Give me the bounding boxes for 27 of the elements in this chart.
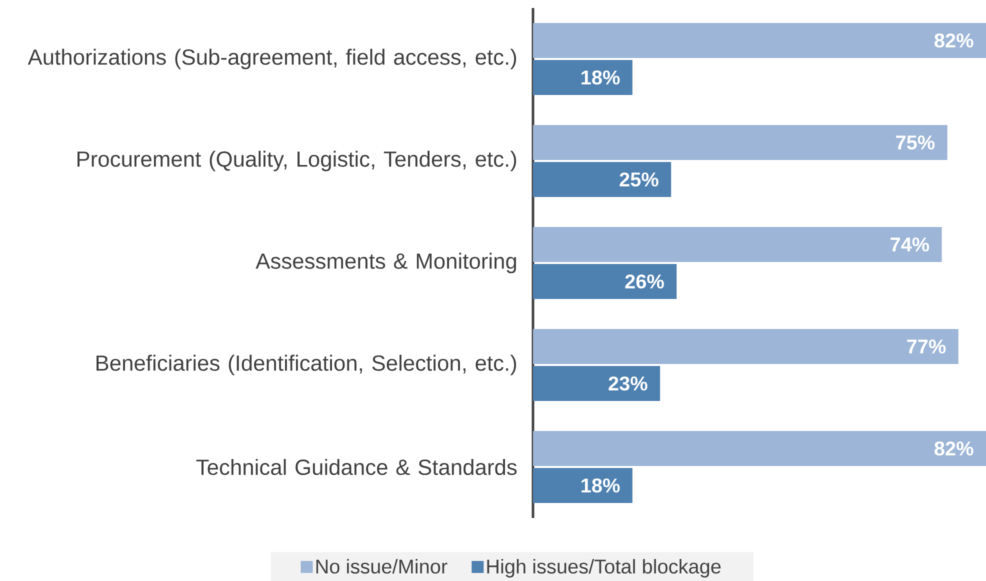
legend-label: No issue/Minor <box>316 558 448 574</box>
data-label: 18% <box>582 478 620 493</box>
bar <box>533 366 660 401</box>
legend-label: High issues/Total blockage <box>487 558 721 578</box>
bar <box>533 226 942 262</box>
data-label: 77% <box>907 339 946 354</box>
data-label: 18% <box>582 70 620 85</box>
y-tick-label: Beneficiaries (Identification, Selection, etc.) <box>96 354 516 376</box>
y-tick-label: Procurement (Quality, Logistic, Tenders, etc.) <box>78 150 516 172</box>
bar <box>533 22 986 58</box>
y-tick-label: Technical Guidance & Standards <box>196 458 517 476</box>
data-label: 82% <box>934 33 974 48</box>
data-label: 23% <box>608 376 648 391</box>
bar <box>533 431 986 466</box>
data-label: 25% <box>620 172 658 187</box>
data-label: 74% <box>890 237 930 252</box>
data-label: 75% <box>896 135 935 150</box>
bar <box>533 162 672 197</box>
bar <box>533 264 677 299</box>
bar <box>533 468 632 503</box>
y-tick-label: Assessments & Monitoring <box>256 252 516 274</box>
bar <box>533 329 958 364</box>
y-tick-label: Authorizations (Sub-agreement, field access, etc.) <box>28 48 516 70</box>
bar <box>533 124 948 160</box>
data-label: 26% <box>625 274 664 289</box>
bar <box>533 60 632 95</box>
data-label: 82% <box>934 441 974 456</box>
